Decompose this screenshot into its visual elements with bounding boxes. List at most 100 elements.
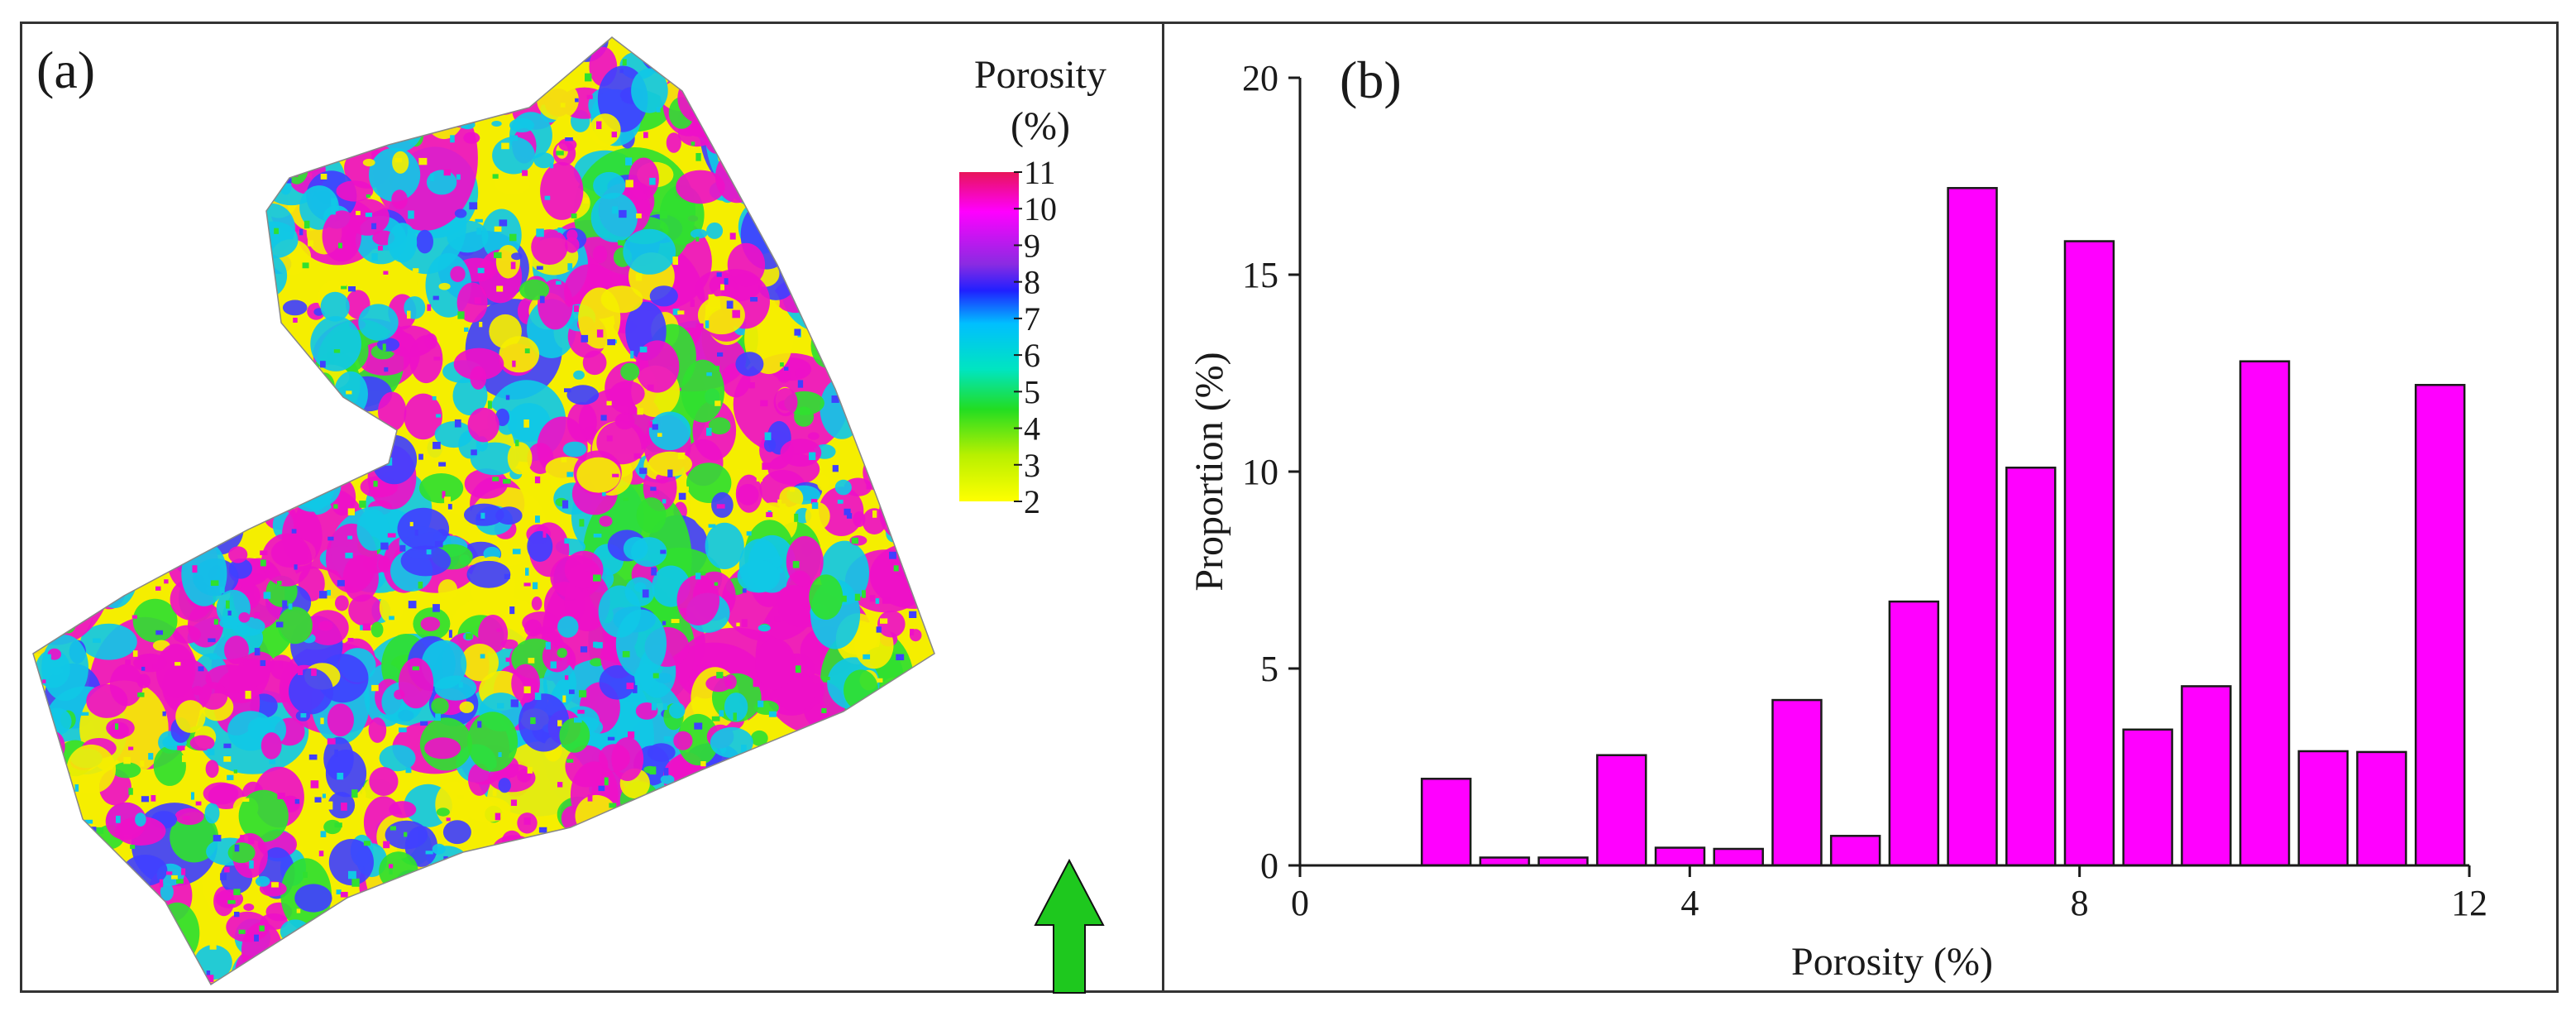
map-speckle bbox=[651, 567, 657, 576]
map-patch bbox=[669, 793, 694, 817]
map-speckle bbox=[912, 975, 920, 980]
map-speckle bbox=[893, 395, 901, 400]
map-speckle bbox=[925, 78, 930, 84]
map-patch bbox=[670, 895, 697, 918]
map-speckle bbox=[504, 927, 510, 934]
map-patch bbox=[791, 187, 810, 208]
map-patch bbox=[88, 228, 139, 257]
map-patch bbox=[428, 956, 471, 985]
map-patch bbox=[897, 256, 917, 273]
map-patch bbox=[647, 743, 676, 762]
map-patch bbox=[127, 46, 177, 96]
map-speckle bbox=[451, 929, 456, 936]
map-speckle bbox=[619, 209, 627, 218]
map-speckle bbox=[537, 976, 544, 985]
map-patch bbox=[661, 37, 695, 61]
map-speckle bbox=[242, 307, 248, 311]
map-patch bbox=[560, 875, 571, 888]
map-speckle bbox=[117, 107, 127, 112]
map-patch bbox=[268, 460, 300, 494]
map-patch bbox=[733, 49, 744, 65]
map-patch bbox=[33, 352, 54, 389]
map-patch bbox=[453, 347, 504, 381]
map-speckle bbox=[768, 711, 777, 717]
histogram-bar bbox=[2414, 384, 2466, 867]
map-speckle bbox=[717, 352, 724, 357]
map-speckle bbox=[244, 442, 249, 447]
map-speckle bbox=[362, 623, 371, 631]
map-speckle bbox=[300, 713, 307, 718]
map-speckle bbox=[848, 177, 856, 185]
map-speckle bbox=[935, 131, 941, 137]
map-speckle bbox=[205, 975, 214, 983]
map-speckle bbox=[510, 699, 519, 707]
map-speckle bbox=[466, 633, 473, 640]
map-patch bbox=[889, 773, 932, 833]
map-patch bbox=[803, 810, 861, 893]
map-speckle bbox=[45, 654, 51, 659]
map-patch bbox=[918, 803, 934, 820]
map-speckle bbox=[864, 424, 870, 432]
map-speckle bbox=[347, 535, 353, 539]
map-speckle bbox=[716, 272, 722, 277]
map-patch bbox=[470, 442, 520, 476]
map-speckle bbox=[662, 499, 667, 504]
map-speckle bbox=[383, 271, 389, 275]
map-speckle bbox=[474, 932, 482, 937]
map-patch bbox=[152, 400, 170, 412]
map-patch bbox=[669, 702, 686, 719]
map-patch bbox=[106, 718, 135, 738]
map-speckle bbox=[777, 499, 782, 506]
map-speckle bbox=[347, 508, 355, 515]
map-patch bbox=[801, 237, 831, 269]
map-speckle bbox=[919, 857, 927, 865]
map-patch bbox=[881, 319, 930, 368]
map-patch bbox=[928, 681, 934, 698]
map-speckle bbox=[53, 328, 60, 335]
map-speckle bbox=[205, 220, 213, 227]
map-patch bbox=[152, 439, 195, 465]
map-speckle bbox=[933, 442, 934, 450]
map-patch bbox=[872, 327, 905, 350]
map-patch bbox=[898, 333, 929, 371]
map-speckle bbox=[72, 295, 78, 300]
map-patch bbox=[486, 898, 505, 924]
map-speckle bbox=[523, 817, 531, 825]
map-speckle bbox=[203, 506, 211, 510]
map-patch bbox=[328, 79, 379, 139]
map-patch bbox=[773, 93, 820, 137]
map-speckle bbox=[118, 413, 124, 418]
map-patch bbox=[33, 319, 45, 344]
map-patch bbox=[642, 830, 730, 945]
map-patch bbox=[610, 927, 625, 938]
map-patch bbox=[653, 817, 669, 833]
map-patch bbox=[772, 801, 855, 884]
map-patch bbox=[510, 875, 527, 894]
histogram-bar bbox=[1771, 698, 1823, 867]
map-speckle bbox=[36, 419, 41, 426]
map-speckle bbox=[539, 295, 545, 304]
map-patch bbox=[290, 478, 313, 497]
map-speckle bbox=[792, 561, 800, 568]
map-speckle bbox=[141, 448, 146, 453]
map-speckle bbox=[125, 237, 130, 244]
map-speckle bbox=[492, 97, 497, 103]
map-speckle bbox=[909, 445, 915, 451]
map-patch bbox=[108, 457, 178, 529]
map-speckle bbox=[649, 766, 657, 775]
map-patch bbox=[508, 37, 558, 90]
map-patch bbox=[181, 305, 215, 341]
map-patch bbox=[41, 635, 88, 702]
map-speckle bbox=[55, 761, 61, 767]
map-patch bbox=[33, 606, 45, 644]
map-patch bbox=[868, 73, 907, 107]
map-speckle bbox=[327, 801, 333, 810]
map-patch bbox=[853, 62, 878, 91]
map-speckle bbox=[799, 300, 803, 304]
map-speckle bbox=[433, 604, 440, 612]
map-speckle bbox=[93, 638, 101, 643]
map-patch bbox=[495, 174, 530, 194]
map-speckle bbox=[33, 212, 38, 220]
map-patch bbox=[447, 220, 489, 253]
histogram-bar bbox=[1888, 600, 1940, 867]
